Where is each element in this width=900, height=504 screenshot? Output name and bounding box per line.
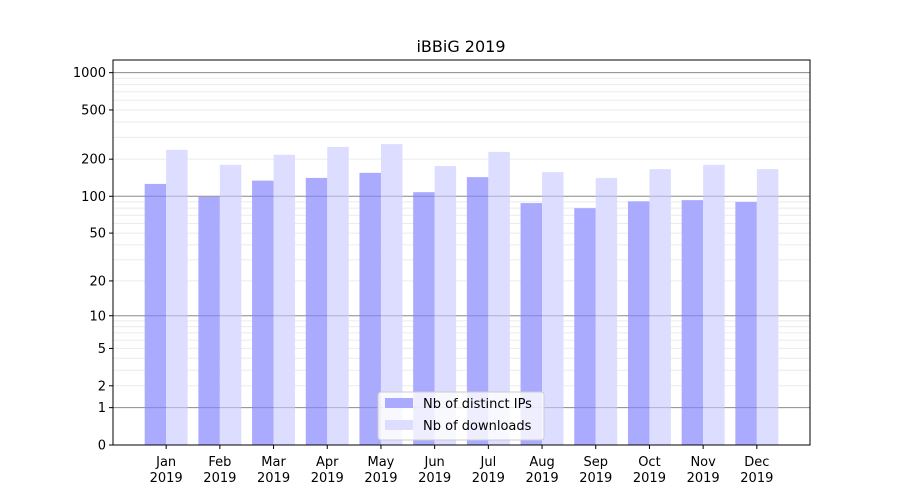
- legend-swatch-ips: [385, 398, 413, 408]
- x-tick-label-month: Jun: [423, 455, 444, 470]
- bar-downloads: [273, 154, 296, 445]
- bar-downloads: [434, 166, 457, 446]
- chart-title: iBBiG 2019: [416, 37, 505, 56]
- x-tick-label-month: Feb: [208, 455, 231, 470]
- y-tick-label: 1000: [73, 66, 106, 81]
- bar-distinct-ips: [520, 203, 543, 445]
- x-tick-label-month: Oct: [638, 455, 660, 470]
- y-tick-label: 200: [81, 153, 106, 168]
- x-tick-label-year: 2019: [150, 471, 183, 486]
- bar-distinct-ips: [466, 177, 489, 445]
- legend-swatch-downloads: [385, 420, 413, 430]
- x-tick-label-month: Nov: [690, 455, 716, 470]
- x-tick-label-year: 2019: [579, 471, 612, 486]
- y-tick-label: 50: [89, 227, 106, 242]
- bar-downloads: [756, 169, 779, 445]
- x-tick-label-month: Apr: [316, 455, 339, 470]
- bar-distinct-ips: [252, 180, 274, 445]
- y-tick-label: 1: [98, 401, 106, 416]
- bar-distinct-ips: [627, 201, 650, 445]
- bar-downloads: [166, 149, 188, 445]
- bar-downloads: [649, 169, 671, 445]
- bar-distinct-ips: [574, 208, 596, 445]
- axes-frame: [112, 59, 811, 446]
- legend-label-downloads: Nb of downloads: [423, 419, 532, 434]
- bar-downloads: [327, 146, 349, 446]
- bar-distinct-ips: [359, 172, 381, 445]
- bar-downloads: [703, 164, 725, 445]
- x-tick-label-month: Mar: [261, 455, 286, 470]
- x-tick-label-month: Sep: [583, 455, 608, 470]
- bar-downloads: [488, 151, 510, 445]
- y-tick-label: 500: [81, 103, 106, 118]
- bars: [113, 72, 810, 446]
- x-tick-label-year: 2019: [203, 471, 236, 486]
- bar-distinct-ips: [305, 177, 328, 445]
- x-tick-label-year: 2019: [364, 471, 397, 486]
- x-tick-label-year: 2019: [472, 471, 505, 486]
- x-tick-label-month: May: [368, 455, 395, 470]
- x-tick-label-year: 2019: [526, 471, 559, 486]
- bar-downloads: [542, 172, 564, 445]
- y-tick-label: 5: [98, 342, 106, 357]
- x-tick-label-month: Dec: [744, 455, 769, 470]
- x-tick-label-year: 2019: [740, 471, 773, 486]
- y-tick-label: 2: [98, 379, 106, 394]
- x-tick-label-month: Aug: [529, 455, 554, 470]
- bar-downloads: [595, 177, 618, 445]
- bar-distinct-ips: [681, 200, 704, 445]
- bar-distinct-ips: [413, 192, 435, 445]
- y-tick-label: 10: [89, 309, 106, 324]
- y-axis: 0 1 2 5 10 20 50 100 200 500 1000: [73, 66, 113, 454]
- bar-distinct-ips: [198, 196, 220, 445]
- y-tick-label: 100: [81, 190, 106, 205]
- bar-downloads: [219, 164, 242, 445]
- legend: Nb of distinct IPs Nb of downloads: [377, 391, 545, 441]
- x-tick-label-year: 2019: [687, 471, 720, 486]
- x-tick-label-month: Jul: [480, 455, 497, 470]
- x-axis: Jan2019Feb2019Mar2019Apr2019May2019Jun20…: [150, 445, 773, 486]
- x-tick-label-year: 2019: [418, 471, 451, 486]
- y-tick-label: 0: [98, 439, 106, 454]
- bar-distinct-ips: [735, 201, 757, 445]
- bar-downloads: [380, 144, 403, 445]
- x-tick-label-year: 2019: [311, 471, 344, 486]
- bar-distinct-ips: [144, 183, 167, 445]
- x-tick-label-month: Jan: [155, 455, 176, 470]
- x-tick-label-year: 2019: [633, 471, 666, 486]
- legend-box: [377, 391, 545, 441]
- legend-label-ips: Nb of distinct IPs: [423, 397, 532, 412]
- y-tick-label: 20: [89, 274, 106, 289]
- x-tick-label-year: 2019: [257, 471, 290, 486]
